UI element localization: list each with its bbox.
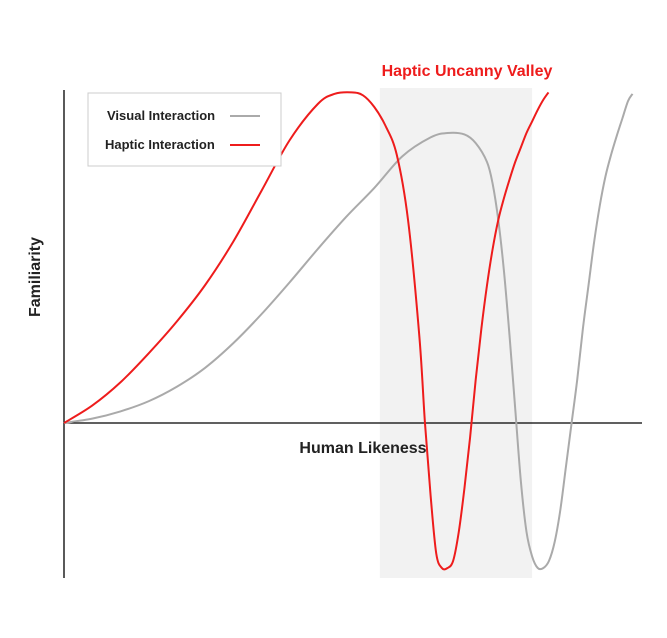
series-layer	[63, 91, 634, 571]
visual-interaction-line	[63, 93, 634, 571]
x-axis-label: Human Likeness	[299, 440, 426, 457]
legend: Visual Interaction Haptic Interaction	[87, 92, 282, 167]
chart-title: Haptic Uncanny Valley	[382, 63, 553, 80]
legend-label-visual: Visual Interaction	[107, 108, 215, 123]
y-axis-label: Familiarity	[27, 237, 44, 317]
haptic-uncanny-valley-region	[379, 88, 533, 578]
legend-box	[87, 92, 282, 167]
haptic-interaction-line	[63, 91, 550, 571]
legend-label-haptic: Haptic Interaction	[105, 137, 215, 152]
